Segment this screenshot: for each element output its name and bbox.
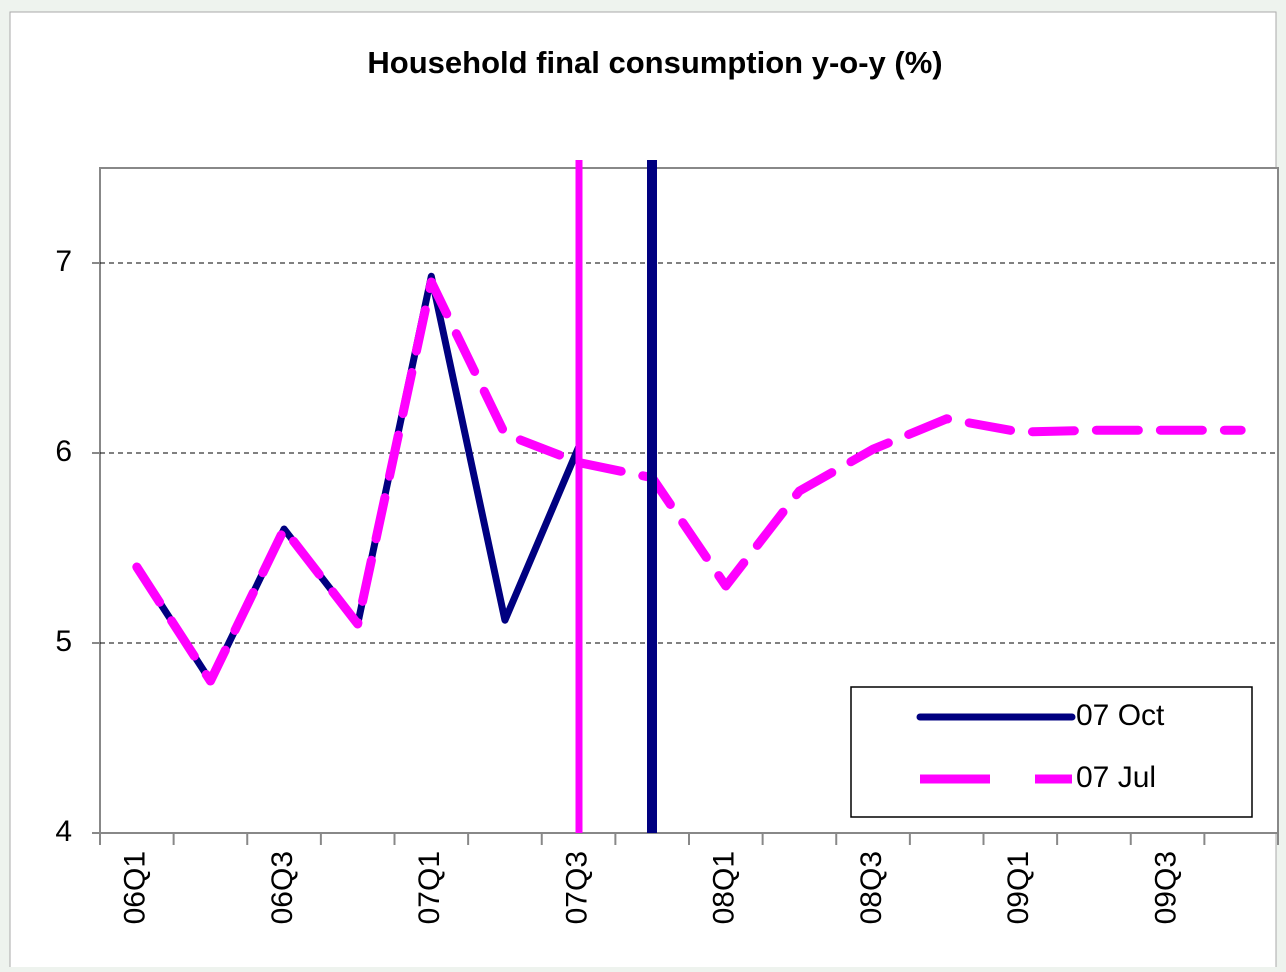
legend-label: 07 Jul bbox=[1076, 761, 1156, 794]
grid bbox=[100, 262, 1278, 644]
line-series bbox=[132, 277, 1246, 686]
x-tick-label: 06Q3 bbox=[266, 851, 299, 924]
x-tick-label: 06Q1 bbox=[119, 851, 152, 924]
x-tick-label: 08Q3 bbox=[855, 851, 888, 924]
y-tick-label: 4 bbox=[55, 815, 72, 848]
x-tick-label: 09Q3 bbox=[1149, 851, 1182, 924]
legend-label: 07 Oct bbox=[1076, 699, 1165, 732]
chart-title: Household final consumption y-o-y (%) bbox=[367, 45, 942, 80]
series-layer bbox=[132, 272, 1246, 686]
y-tick-label: 6 bbox=[55, 435, 72, 468]
y-tick-label: 7 bbox=[55, 245, 72, 278]
y-tick-label: 5 bbox=[55, 625, 72, 658]
legend bbox=[850, 686, 1253, 818]
x-tick-label: 07Q3 bbox=[560, 851, 593, 924]
x-tick-label: 08Q1 bbox=[708, 851, 741, 924]
x-tick-label: 07Q1 bbox=[413, 851, 446, 924]
x-tick-label: 09Q1 bbox=[1002, 851, 1035, 924]
axes: 4 5 6 7 06Q1 06Q3 07Q1 07Q3 08Q1 08Q3 09Q1 09Q3 bbox=[55, 245, 1279, 924]
